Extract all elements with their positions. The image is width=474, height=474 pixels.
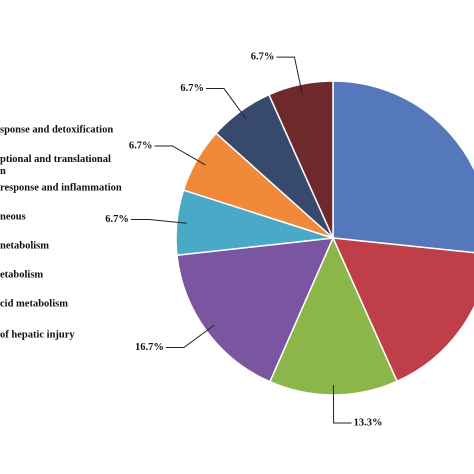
legend-label: sponse and detoxification [0, 124, 113, 135]
leader-line [332, 384, 352, 424]
data-label: 6.7% [180, 83, 204, 94]
legend-label: neous [0, 211, 26, 222]
leader-line [154, 145, 206, 166]
data-label: 6.7% [251, 51, 275, 62]
legend-label: etabolism [0, 269, 43, 280]
legend-label: cid metabolism [0, 298, 68, 309]
data-label: 13.3% [354, 417, 383, 428]
data-label: 16.7% [135, 342, 164, 353]
legend-label: of hepatic injury [0, 329, 75, 340]
pie-slice [332, 80, 474, 254]
legend-label: netabolism [0, 240, 49, 251]
leader-line [165, 324, 215, 348]
legend-label: response and inflammation [0, 182, 122, 193]
pie-slice [331, 237, 474, 383]
data-label: 6.7% [105, 214, 129, 225]
leader-line [205, 88, 247, 120]
leader-line [130, 218, 187, 224]
leader-line [276, 56, 303, 95]
legend-label: ptional and translational n [0, 154, 111, 177]
data-label: 6.7% [129, 140, 153, 151]
